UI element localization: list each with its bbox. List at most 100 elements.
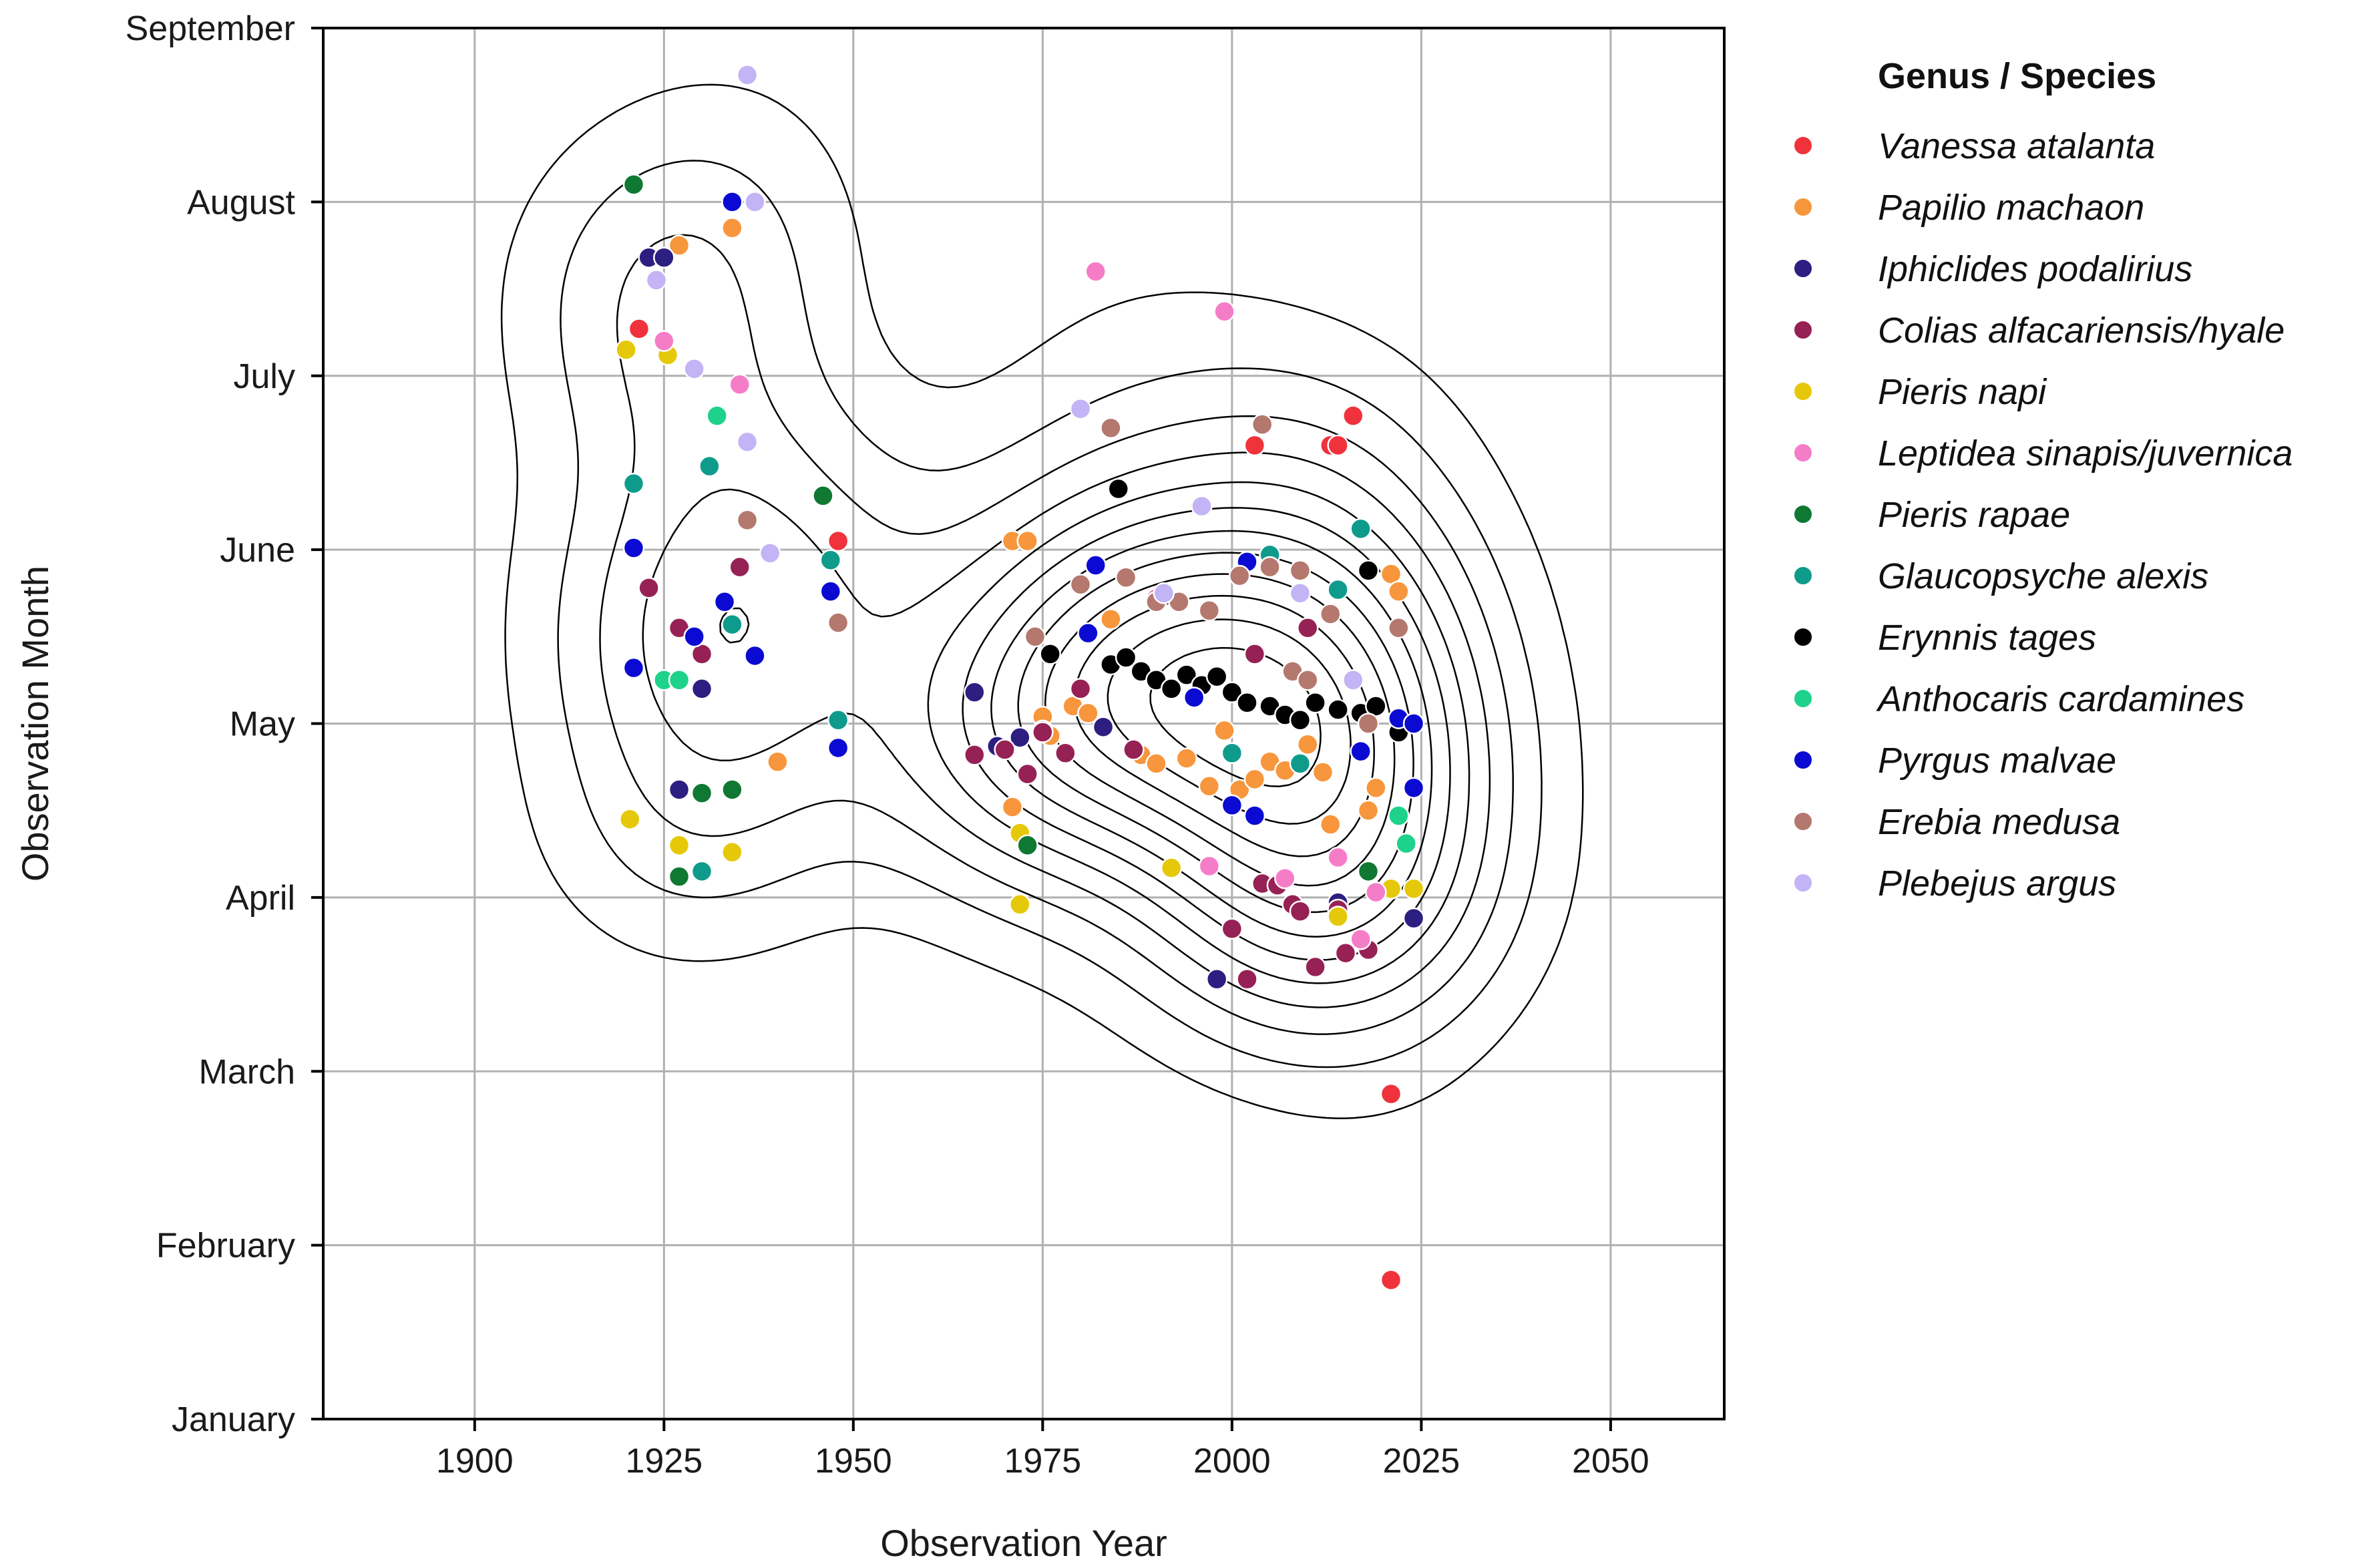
- point-series-6: [721, 779, 743, 801]
- point-series-2: [1092, 716, 1115, 738]
- point-series-0: [1327, 434, 1349, 457]
- y-tick-label: April: [226, 879, 295, 918]
- point-series-11: [736, 509, 759, 532]
- point-series-1: [1213, 719, 1235, 742]
- x-tick-label: 2000: [1193, 1442, 1271, 1481]
- point-series-5: [1365, 881, 1387, 904]
- point-series-9: [1395, 832, 1417, 855]
- point-series-1: [721, 217, 743, 239]
- point-series-11: [827, 612, 849, 634]
- y-tick-label: June: [220, 531, 295, 570]
- point-series-1: [1297, 733, 1319, 755]
- y-tick-label: May: [230, 705, 295, 744]
- legend-title: Genus / Species: [1878, 56, 2156, 96]
- point-series-3: [1243, 643, 1266, 665]
- point-series-6: [690, 782, 713, 804]
- contour-level-1: [500, 83, 1584, 1119]
- legend-label-3: Colias alfacariensis/hyale: [1878, 311, 2285, 351]
- point-series-7: [1327, 578, 1349, 601]
- point-series-6: [812, 485, 834, 507]
- legend-marker-2: [1793, 258, 1813, 278]
- y-tick-label: February: [156, 1227, 295, 1265]
- y-tick-label: September: [126, 9, 295, 48]
- point-series-8: [1327, 699, 1349, 721]
- point-series-1: [1175, 747, 1198, 769]
- point-series-3: [1123, 739, 1145, 761]
- point-series-12: [1153, 582, 1175, 604]
- legend: Genus / Species Vanessa atalanta Papilio …: [1793, 56, 2293, 904]
- point-series-0: [1380, 1083, 1402, 1105]
- point-series-10: [1402, 777, 1425, 799]
- point-series-7: [827, 709, 849, 731]
- point-series-4: [668, 834, 690, 857]
- contour-level-6: [962, 507, 1451, 961]
- legend-marker-6: [1793, 504, 1813, 524]
- point-series-8: [1221, 681, 1243, 703]
- point-series-10: [1402, 713, 1425, 735]
- x-axis-label: Observation Year: [880, 1522, 1167, 1564]
- point-series-4: [1160, 857, 1183, 879]
- legend-marker-9: [1793, 689, 1813, 709]
- point-series-11: [1251, 413, 1273, 435]
- point-series-1: [1320, 813, 1342, 835]
- data-points: [615, 64, 1425, 1291]
- point-series-10: [1084, 554, 1107, 576]
- point-series-4: [619, 808, 641, 830]
- y-tick-label: March: [199, 1052, 295, 1091]
- point-series-6: [668, 865, 690, 888]
- point-series-5: [1084, 260, 1107, 282]
- point-series-10: [1350, 740, 1372, 763]
- contour-level-3: [599, 234, 1514, 1035]
- legend-marker-7: [1793, 566, 1813, 586]
- point-series-6: [622, 174, 645, 196]
- point-series-3: [1054, 742, 1076, 765]
- point-series-1: [1077, 702, 1099, 725]
- point-series-5: [1273, 867, 1296, 890]
- legend-marker-12: [1793, 873, 1813, 893]
- legend-label-1: Papilio machaon: [1878, 188, 2144, 228]
- point-series-10: [721, 191, 743, 213]
- legend-marker-8: [1793, 627, 1813, 647]
- x-tick-label: 2050: [1572, 1442, 1649, 1481]
- point-series-10: [1221, 794, 1243, 817]
- y-axis-ticks: January February March April May June July Augu…: [126, 9, 323, 1439]
- point-series-7: [1350, 518, 1372, 540]
- point-series-10: [819, 580, 842, 602]
- point-series-11: [1320, 603, 1342, 625]
- legend-label-11: Erebia medusa: [1878, 802, 2120, 842]
- point-series-7: [699, 455, 721, 477]
- point-series-11: [1115, 566, 1137, 589]
- point-series-11: [1228, 564, 1251, 587]
- point-series-12: [744, 191, 766, 213]
- point-series-7: [1289, 753, 1312, 775]
- point-series-0: [1342, 405, 1364, 427]
- point-series-7: [819, 549, 842, 571]
- legend-marker-3: [1793, 320, 1813, 340]
- legend-marker-10: [1793, 750, 1813, 770]
- legend-label-2: Iphiclides podalirius: [1878, 249, 2192, 289]
- legend-marker-11: [1793, 811, 1813, 831]
- point-series-12: [683, 358, 705, 380]
- point-series-2: [1402, 907, 1425, 930]
- legend-marker-4: [1793, 381, 1813, 401]
- point-series-6: [1357, 860, 1380, 883]
- legend-marker-0: [1793, 136, 1813, 156]
- point-series-8: [1115, 646, 1137, 668]
- point-series-10: [683, 626, 705, 648]
- x-tick-label: 1925: [625, 1442, 703, 1481]
- point-series-1: [1357, 799, 1380, 821]
- y-tick-label: January: [172, 1400, 295, 1439]
- point-series-12: [759, 542, 781, 564]
- point-series-10: [1183, 687, 1205, 709]
- point-series-8: [1304, 692, 1326, 714]
- point-series-0: [827, 530, 849, 552]
- y-tick-label: August: [187, 183, 295, 222]
- point-series-2: [1009, 727, 1031, 749]
- point-series-1: [1198, 775, 1221, 797]
- point-series-8: [1107, 477, 1130, 500]
- point-series-3: [638, 577, 660, 599]
- legend-label-5: Leptidea sinapis/juvernica: [1878, 433, 2293, 473]
- y-axis-label: Observation Month: [14, 566, 56, 881]
- x-tick-label: 1900: [436, 1442, 514, 1481]
- legend-label-10: Pyrgus malvae: [1878, 741, 2116, 781]
